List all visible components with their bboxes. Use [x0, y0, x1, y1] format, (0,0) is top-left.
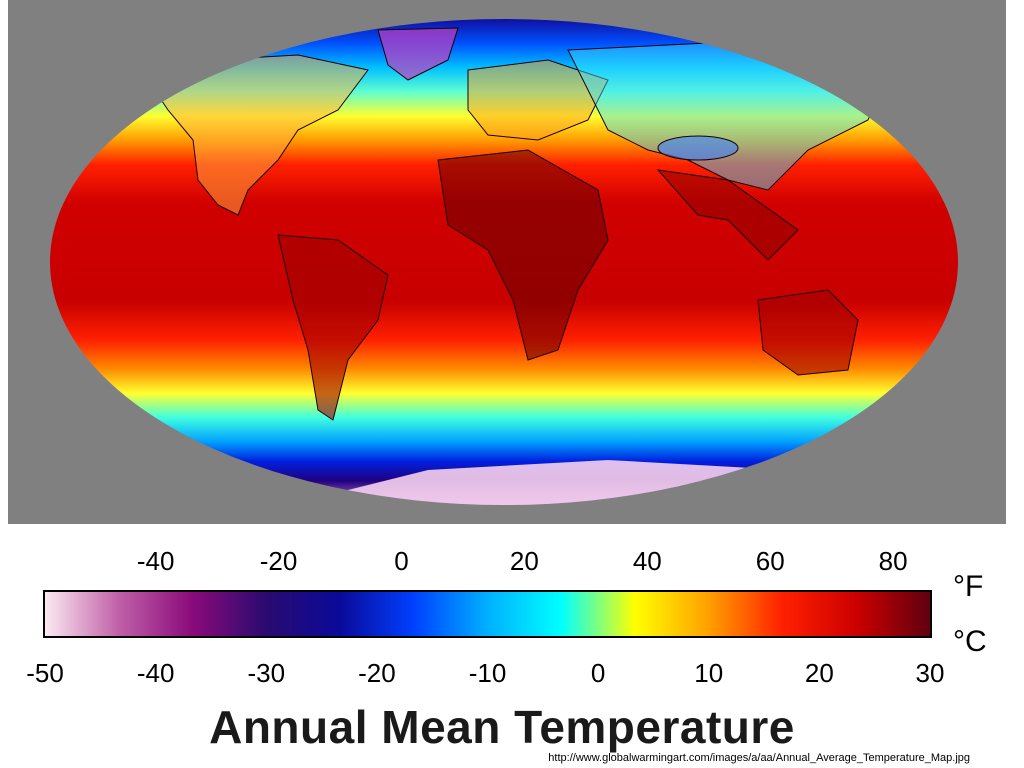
celsius-tick-label: 0: [590, 658, 606, 688]
fahrenheit-tick-label: 0: [394, 546, 409, 576]
fahrenheit-tick-label: 80: [878, 546, 908, 576]
africa-landmass: [437, 149, 609, 361]
map-panel: [8, 0, 1006, 524]
fahrenheit-tick-label: 20: [509, 546, 539, 576]
source-url: http://www.globalwarmingart.com/images/a…: [548, 752, 970, 764]
north-america-landmass: [147, 54, 369, 216]
celsius-tick-label: 10: [694, 658, 724, 688]
map-title: Annual Mean Temperature: [209, 701, 795, 753]
greenland-landmass: [377, 27, 459, 81]
south-america-landmass: [277, 234, 389, 421]
celsius-tick-label: -50: [26, 658, 64, 688]
celsius-tick-label: -20: [358, 658, 396, 688]
fahrenheit-unit-label: °F: [953, 570, 984, 603]
world-temperature-map: [50, 19, 958, 505]
celsius-tick-label: 20: [804, 658, 834, 688]
fahrenheit-tick-label: -40: [136, 546, 175, 576]
fahrenheit-tick-label: 60: [755, 546, 785, 576]
celsius-unit-label: °C: [953, 625, 987, 658]
celsius-tick-label: -40: [136, 658, 175, 688]
south-asia-landmass: [656, 169, 799, 261]
fahrenheit-tick-label: 40: [632, 546, 662, 576]
europe-landmass: [467, 59, 609, 141]
celsius-tick-label: -30: [247, 658, 286, 688]
celsius-tick-label: -10: [468, 658, 507, 688]
celsius-tick-label: 30: [915, 658, 945, 688]
temperature-color-scale: [43, 590, 932, 638]
tibet-cold-region: [657, 135, 739, 161]
fahrenheit-tick-label: -20: [259, 546, 298, 576]
australia-landmass: [757, 289, 859, 376]
